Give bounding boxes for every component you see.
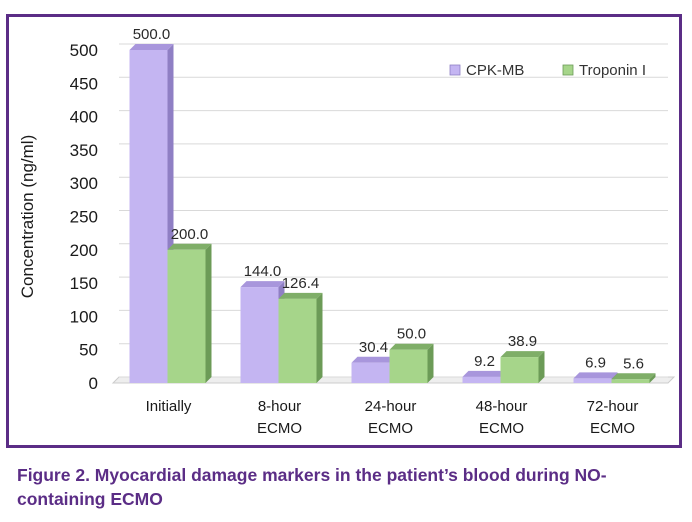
x-tick-label-4-0: 72-hour [587, 398, 639, 415]
legend-label-troponin-i: Troponin I [579, 62, 646, 79]
bar-troponin-i-1 [278, 298, 317, 383]
y-tick-label-100: 100 [70, 307, 98, 326]
bar-top-troponin-i-3 [500, 351, 545, 358]
bar-top-cpk-mb-2 [351, 356, 396, 363]
legend-label-cpk-mb: CPK-MB [466, 62, 524, 79]
data-label-cpk-mb-1: 144.0 [244, 263, 282, 280]
x-tick-label-3-1: ECMO [479, 420, 524, 437]
bar-side-troponin-i-3 [538, 351, 545, 383]
bar-cpk-mb-1 [240, 287, 279, 383]
data-label-cpk-mb-0: 500.0 [133, 26, 171, 43]
bar-troponin-i-2 [389, 349, 428, 383]
bar-troponin-i-4 [611, 379, 650, 383]
y-tick-label-400: 400 [70, 108, 98, 127]
bar-top-troponin-i-2 [389, 343, 434, 350]
x-tick-label-2-0: 24-hour [365, 398, 417, 415]
bar-top-cpk-mb-0 [129, 44, 174, 50]
bar-cpk-mb-0 [129, 50, 168, 383]
bar-cpk-mb-3 [462, 376, 501, 383]
bar-side-troponin-i-1 [316, 292, 323, 383]
x-tick-label-2-1: ECMO [368, 420, 413, 437]
bar-top-troponin-i-0 [167, 243, 212, 250]
y-tick-label-350: 350 [70, 141, 98, 160]
data-label-troponin-i-1: 126.4 [282, 275, 320, 292]
figure-caption: Figure 2. Myocardial damage markers in t… [17, 465, 607, 509]
bar-top-cpk-mb-1 [240, 281, 285, 288]
bar-side-troponin-i-0 [205, 243, 212, 383]
x-tick-label-4-1: ECMO [590, 420, 635, 437]
legend-swatch-cpk-mb [449, 64, 461, 76]
y-tick-label-250: 250 [70, 208, 98, 227]
bar-top-cpk-mb-3 [462, 370, 507, 377]
data-label-troponin-i-0: 200.0 [171, 226, 209, 243]
legend-swatch-troponin-i [562, 64, 574, 76]
data-label-troponin-i-2: 50.0 [397, 326, 426, 343]
y-tick-label-500: 500 [70, 41, 98, 60]
y-tick-label-0: 0 [89, 374, 98, 393]
y-tick-label-300: 300 [70, 174, 98, 193]
bar-cpk-mb-2 [351, 362, 390, 383]
bar-top-cpk-mb-4 [573, 372, 618, 379]
x-tick-label-1-0: 8-hour [258, 398, 301, 415]
data-label-troponin-i-4: 5.6 [623, 355, 644, 372]
y-tick-label-200: 200 [70, 241, 98, 260]
x-tick-label-1-1: ECMO [257, 420, 302, 437]
y-tick-label-150: 150 [70, 274, 98, 293]
bar-chart: 0 50 100 150 200 250 300 350 400 450 500 Concentrat… [18, 26, 676, 437]
data-label-troponin-i-3: 38.9 [508, 333, 537, 350]
bar-side-troponin-i-4 [649, 373, 656, 383]
data-label-cpk-mb-4: 6.9 [585, 354, 606, 371]
bar-troponin-i-0 [167, 249, 206, 383]
bar-troponin-i-3 [500, 357, 539, 383]
x-tick-label-0-0: Initially [146, 398, 192, 415]
y-tick-label-50: 50 [79, 341, 98, 360]
bar-side-troponin-i-2 [427, 343, 434, 383]
x-tick-label-3-0: 48-hour [476, 398, 528, 415]
data-label-cpk-mb-2: 30.4 [359, 339, 388, 356]
bar-top-troponin-i-1 [278, 292, 323, 299]
bar-top-troponin-i-4 [611, 373, 656, 380]
chart-frame: 0 50 100 150 200 250 300 350 400 450 500 Concentrat… [6, 14, 682, 448]
bar-cpk-mb-4 [573, 378, 612, 383]
y-axis-title: Concentration (ng/ml) [18, 135, 37, 298]
y-tick-label-450: 450 [70, 74, 98, 93]
data-label-cpk-mb-3: 9.2 [474, 353, 495, 370]
